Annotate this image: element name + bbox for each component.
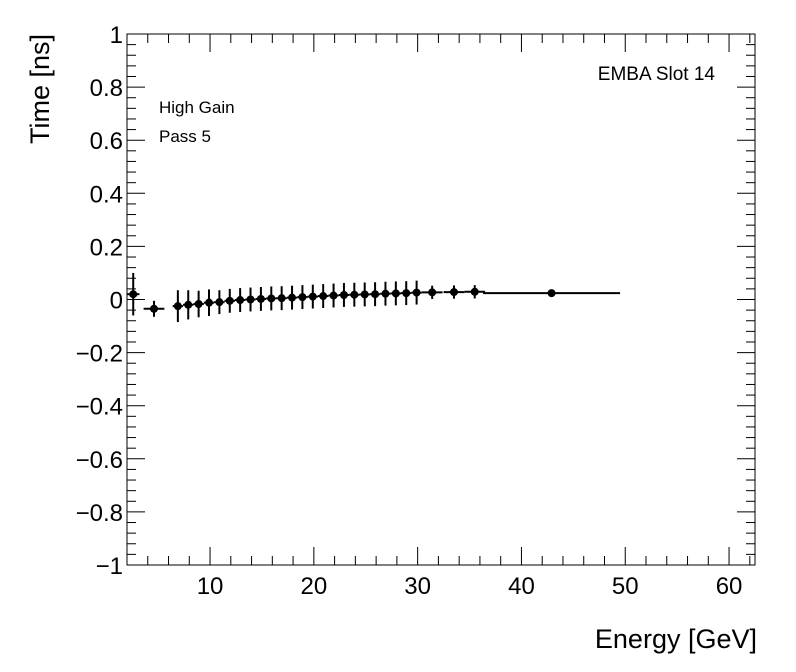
point-marker (412, 288, 421, 297)
x-tick-label: 40 (508, 573, 535, 600)
y-tick-label: −0.2 (76, 341, 123, 368)
point-marker (246, 295, 255, 304)
data-point (328, 283, 339, 308)
data-point (172, 290, 184, 323)
data-point (421, 285, 443, 299)
point-marker (236, 296, 245, 305)
point-marker (298, 293, 307, 302)
data-point (483, 289, 621, 298)
point-marker (194, 300, 203, 309)
y-tick-label: 0.8 (90, 75, 123, 102)
data-point (380, 281, 391, 306)
axis-ticks (126, 33, 755, 566)
point-marker (149, 304, 158, 313)
point-marker (470, 287, 479, 296)
point-marker (277, 294, 286, 303)
data-point (224, 288, 235, 313)
y-tick-labels: −1 −0.8 −0.6 −0.4 −0.2 0 0.2 0.4 0.6 0.8 1 (76, 22, 123, 580)
data-point (401, 281, 412, 306)
y-tick-label: 0.4 (90, 181, 123, 208)
point-marker (256, 294, 265, 303)
point-marker (402, 289, 411, 298)
data-point (203, 289, 215, 316)
pass-label: Pass 5 (159, 127, 211, 146)
data-point (183, 290, 194, 320)
point-marker (173, 302, 182, 311)
data-point (297, 285, 308, 310)
point-marker (449, 288, 458, 297)
point-marker (371, 290, 380, 299)
point-marker (381, 289, 390, 298)
point-marker (205, 298, 214, 307)
point-marker (288, 293, 297, 302)
slot-label: EMBA Slot 14 (598, 64, 716, 85)
point-marker (129, 290, 138, 299)
y-tick-label: 1 (110, 22, 123, 49)
y-tick-label: 0.2 (90, 234, 123, 261)
point-marker (319, 292, 328, 301)
data-point (286, 285, 298, 310)
data-point (127, 272, 140, 316)
y-tick-label: −0.6 (76, 447, 123, 474)
point-marker (329, 291, 338, 300)
x-tick-label: 10 (197, 573, 224, 600)
x-tick-labels: 10 20 30 40 50 60 (197, 573, 743, 600)
data-point (214, 290, 225, 315)
data-point (317, 284, 329, 308)
y-tick-label: −1 (96, 553, 123, 580)
data-point (276, 286, 287, 311)
x-tick-label: 50 (612, 573, 639, 600)
point-marker (547, 289, 556, 298)
data-point (390, 281, 402, 306)
point-marker (360, 290, 369, 299)
gain-label: High Gain (159, 98, 235, 117)
data-point (245, 287, 256, 312)
x-axis-label: Energy [GeV] (595, 624, 757, 654)
data-point (143, 300, 165, 317)
y-tick-label: −0.4 (76, 394, 123, 421)
data-point (255, 287, 267, 311)
data-point (359, 282, 370, 307)
y-tick-label: 0.6 (90, 128, 123, 155)
point-marker (225, 296, 234, 305)
x-tick-label: 30 (404, 573, 431, 600)
y-axis-label: Time [ns] (25, 34, 55, 144)
x-tick-label: 20 (300, 573, 327, 600)
data-point (369, 282, 381, 307)
point-marker (350, 290, 359, 299)
data-point (307, 284, 318, 309)
point-marker (308, 292, 317, 301)
point-marker (339, 290, 348, 299)
data-point (193, 290, 204, 318)
data-point (464, 285, 486, 299)
point-marker (215, 298, 224, 307)
data-point (443, 285, 465, 299)
y-tick-label: −0.8 (76, 500, 123, 527)
point-marker (428, 288, 437, 297)
data-point (266, 286, 277, 311)
y-tick-label: 0 (110, 288, 123, 315)
point-marker (267, 294, 276, 303)
data-series (127, 272, 621, 323)
point-marker (391, 289, 400, 298)
data-point (411, 280, 422, 305)
x-tick-label: 60 (716, 573, 743, 600)
data-point (234, 288, 246, 312)
point-marker (184, 300, 193, 309)
data-point (338, 283, 350, 307)
data-point (349, 282, 360, 307)
